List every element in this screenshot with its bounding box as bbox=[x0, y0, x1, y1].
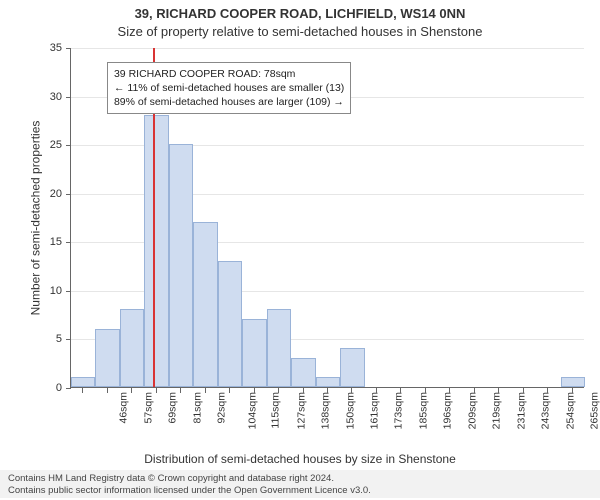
x-tick-label: 46sqm bbox=[118, 392, 130, 424]
y-tick-mark bbox=[66, 97, 71, 98]
y-tick-mark bbox=[66, 48, 71, 49]
x-tick-label: 57sqm bbox=[142, 392, 154, 424]
y-tick-mark bbox=[66, 242, 71, 243]
y-tick-mark bbox=[66, 145, 71, 146]
y-tick-label: 5 bbox=[56, 333, 62, 345]
histogram-bar bbox=[144, 115, 168, 387]
y-tick-mark bbox=[66, 194, 71, 195]
x-tick-label: 231sqm bbox=[515, 392, 527, 429]
y-tick-mark bbox=[66, 339, 71, 340]
x-tick-mark bbox=[303, 388, 304, 393]
histogram-bar bbox=[561, 377, 585, 387]
x-tick-mark bbox=[523, 388, 524, 393]
x-tick-label: 209sqm bbox=[466, 392, 478, 429]
y-tick-label: 15 bbox=[50, 236, 62, 248]
histogram-bar bbox=[340, 348, 364, 387]
footer-line2: Contains public sector information licen… bbox=[8, 485, 592, 497]
x-tick-label: 254sqm bbox=[564, 392, 576, 429]
y-axis-label: Number of semi-detached properties bbox=[28, 48, 42, 388]
x-tick-mark bbox=[474, 388, 475, 393]
x-tick-label: 92sqm bbox=[216, 392, 228, 424]
x-tick-label: 150sqm bbox=[344, 392, 356, 429]
x-tick-mark bbox=[572, 388, 573, 393]
annotation-line2: ← 11% of semi-detached houses are smalle… bbox=[114, 81, 344, 95]
x-tick-mark bbox=[254, 388, 255, 393]
x-tick-label: 81sqm bbox=[191, 392, 203, 424]
x-tick-mark bbox=[327, 388, 328, 393]
histogram-bar bbox=[95, 329, 119, 387]
histogram-bar bbox=[242, 319, 266, 387]
x-tick-mark bbox=[376, 388, 377, 393]
annotation-box: 39 RICHARD COOPER ROAD: 78sqm ← 11% of s… bbox=[107, 62, 351, 115]
annotation-line3: 89% of semi-detached houses are larger (… bbox=[114, 95, 344, 109]
y-axis-ticks: 05101520253035 bbox=[42, 48, 66, 388]
y-tick-label: 10 bbox=[50, 285, 62, 297]
histogram-bar bbox=[169, 144, 193, 387]
x-tick-mark bbox=[425, 388, 426, 393]
x-tick-label: 104sqm bbox=[246, 392, 258, 429]
y-axis-label-text: Number of semi-detached properties bbox=[28, 121, 42, 316]
x-tick-mark bbox=[205, 388, 206, 393]
x-tick-mark bbox=[107, 388, 108, 393]
x-tick-mark bbox=[278, 388, 279, 393]
histogram-bar bbox=[71, 377, 95, 387]
annotation-line1: 39 RICHARD COOPER ROAD: 78sqm bbox=[114, 67, 344, 81]
y-tick-label: 0 bbox=[56, 382, 62, 394]
plot-region: 39 RICHARD COOPER ROAD: 78sqm ← 11% of s… bbox=[70, 48, 584, 388]
x-tick-mark bbox=[82, 388, 83, 393]
x-tick-mark bbox=[547, 388, 548, 393]
y-tick-label: 20 bbox=[50, 188, 62, 200]
x-tick-label: 127sqm bbox=[295, 392, 307, 429]
histogram-bar bbox=[120, 309, 144, 387]
page-subtitle: Size of property relative to semi-detach… bbox=[0, 24, 600, 39]
x-tick-label: 196sqm bbox=[442, 392, 454, 429]
histogram-bar bbox=[267, 309, 291, 387]
histogram-bar bbox=[291, 358, 315, 387]
y-tick-mark bbox=[66, 291, 71, 292]
x-tick-mark bbox=[131, 388, 132, 393]
histogram-bar bbox=[218, 261, 242, 387]
x-tick-label: 138sqm bbox=[319, 392, 331, 429]
x-tick-mark bbox=[351, 388, 352, 393]
chart-container: 39, RICHARD COOPER ROAD, LICHFIELD, WS14… bbox=[0, 0, 600, 500]
footer: Contains HM Land Registry data © Crown c… bbox=[0, 470, 600, 498]
x-tick-label: 243sqm bbox=[540, 392, 552, 429]
footer-line1: Contains HM Land Registry data © Crown c… bbox=[8, 473, 592, 485]
x-tick-label: 265sqm bbox=[589, 392, 600, 429]
y-tick-label: 35 bbox=[50, 42, 62, 54]
x-tick-label: 69sqm bbox=[167, 392, 179, 424]
x-tick-label: 161sqm bbox=[368, 392, 380, 429]
chart-area: Number of semi-detached properties 0 5 10 1… bbox=[28, 48, 584, 448]
histogram-bar bbox=[193, 222, 217, 387]
x-tick-mark bbox=[498, 388, 499, 393]
histogram-bar bbox=[316, 377, 340, 387]
x-tick-label: 173sqm bbox=[393, 392, 405, 429]
y-tick-label: 25 bbox=[50, 139, 62, 151]
x-tick-mark bbox=[400, 388, 401, 393]
x-tick-mark bbox=[229, 388, 230, 393]
x-tick-label: 185sqm bbox=[417, 392, 429, 429]
x-axis-label: Distribution of semi-detached houses by … bbox=[0, 452, 600, 466]
x-tick-label: 115sqm bbox=[270, 392, 282, 429]
x-axis-ticks: 46sqm 57sqm 69sqm 81sqm 92sqm 104sqm 115sqm 127… bbox=[70, 388, 584, 448]
x-tick-mark bbox=[449, 388, 450, 393]
x-tick-mark bbox=[156, 388, 157, 393]
x-tick-label: 219sqm bbox=[491, 392, 503, 429]
page-title: 39, RICHARD COOPER ROAD, LICHFIELD, WS14… bbox=[0, 6, 600, 21]
y-tick-label: 30 bbox=[50, 91, 62, 103]
x-tick-mark bbox=[180, 388, 181, 393]
